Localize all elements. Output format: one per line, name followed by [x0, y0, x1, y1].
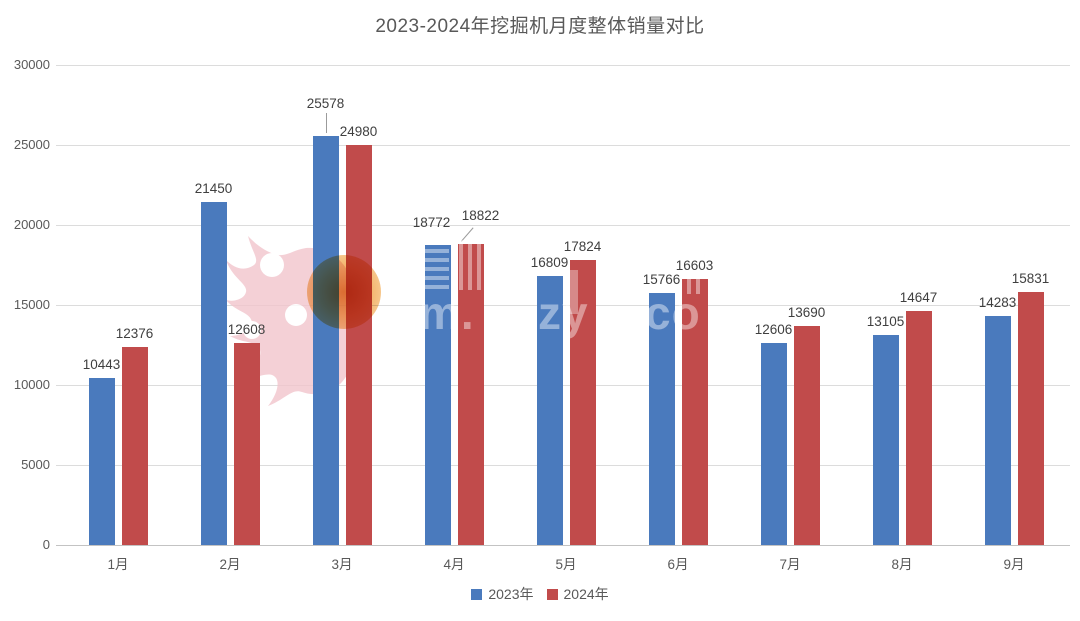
watermark-sun-circle — [307, 255, 381, 329]
value-label: 14283 — [978, 295, 1017, 311]
bar-2024年-7月 — [793, 325, 820, 545]
bar-2024年-2月 — [233, 343, 260, 545]
value-label: 18772 — [412, 214, 451, 230]
bar-2024年-8月 — [905, 310, 932, 545]
bar-2023年-4月 — [424, 244, 451, 545]
gridline — [56, 305, 1070, 306]
watermark-text: m. — [419, 287, 475, 339]
gridline — [56, 465, 1070, 466]
value-label: 21450 — [194, 180, 233, 196]
bar-2023年-9月 — [984, 316, 1011, 545]
watermark-glyph — [459, 240, 481, 290]
gridline — [56, 385, 1070, 386]
legend: 2023年 2024年 — [0, 584, 1080, 604]
chart-title: 2023-2024年挖掘机月度整体销量对比 — [375, 16, 705, 37]
x-axis-label: 7月 — [779, 557, 801, 572]
legend-label: 2023年 — [488, 586, 534, 602]
gridline — [56, 545, 1070, 546]
legend-item-2024年: 2024年 — [546, 584, 609, 604]
value-label: 13690 — [787, 304, 826, 320]
bar-2024年-5月 — [569, 259, 596, 545]
legend-swatch — [471, 588, 483, 600]
value-label: 15766 — [642, 271, 681, 287]
value-label: 24980 — [339, 124, 378, 140]
value-label: 12608 — [227, 322, 266, 338]
gridline — [56, 225, 1070, 226]
y-axis-tick-label: 30000 — [13, 57, 50, 72]
x-axis-label: 6月 — [667, 557, 689, 572]
y-axis-tick-label: 10000 — [13, 377, 50, 392]
gridline — [56, 65, 1070, 66]
x-axis-label: 1月 — [107, 557, 129, 572]
bar-2024年-9月 — [1017, 291, 1044, 545]
bar-2024年-3月 — [345, 145, 372, 545]
watermark-glyph — [566, 270, 578, 314]
value-label: 12376 — [115, 325, 154, 341]
bar-2023年-6月 — [648, 292, 675, 545]
value-label: 16603 — [675, 258, 714, 274]
bar-2023年-7月 — [760, 343, 787, 545]
x-axis-label: 4月 — [443, 557, 465, 572]
bar-2024年-4月 — [457, 243, 484, 545]
gridline — [56, 145, 1070, 146]
y-axis-tick-label: 5000 — [21, 457, 50, 472]
value-label: 10443 — [82, 356, 121, 372]
leader-line — [325, 112, 327, 133]
bar-2023年-1月 — [88, 377, 115, 545]
x-axis-label: 3月 — [331, 557, 353, 572]
y-axis-tick-label: 20000 — [13, 217, 50, 232]
legend-swatch — [546, 588, 558, 600]
value-label: 14647 — [899, 289, 938, 305]
watermark-text: zy — [538, 287, 589, 339]
value-label: 15831 — [1011, 270, 1050, 286]
bar-2023年-5月 — [536, 276, 563, 545]
watermark-glyph — [678, 272, 702, 294]
value-label: 18822 — [461, 207, 500, 223]
y-axis-tick-label: 0 — [42, 537, 50, 552]
x-axis-label: 9月 — [1003, 557, 1025, 572]
bar-2023年-2月 — [200, 201, 227, 545]
value-label: 13105 — [866, 314, 905, 330]
legend-label: 2024年 — [563, 586, 609, 602]
value-label: 12606 — [754, 322, 793, 338]
x-axis-label: 8月 — [891, 557, 913, 572]
legend-item-2023年: 2023年 — [471, 584, 534, 604]
value-label: 25578 — [306, 95, 345, 111]
bar-2023年-8月 — [872, 335, 899, 545]
y-axis-tick-label: 15000 — [13, 297, 50, 312]
y-axis-tick-label: 25000 — [13, 137, 50, 152]
watermark-glyph — [425, 243, 449, 289]
x-axis-label: 5月 — [555, 557, 577, 572]
x-axis-label: 2月 — [219, 557, 241, 572]
bar-2023年-3月 — [312, 135, 339, 545]
bar-2024年-1月 — [121, 346, 148, 545]
watermark-text: co — [645, 287, 701, 339]
value-label: 16809 — [530, 255, 569, 271]
bar-2024年-6月 — [681, 279, 708, 545]
value-label: 17824 — [563, 238, 602, 254]
